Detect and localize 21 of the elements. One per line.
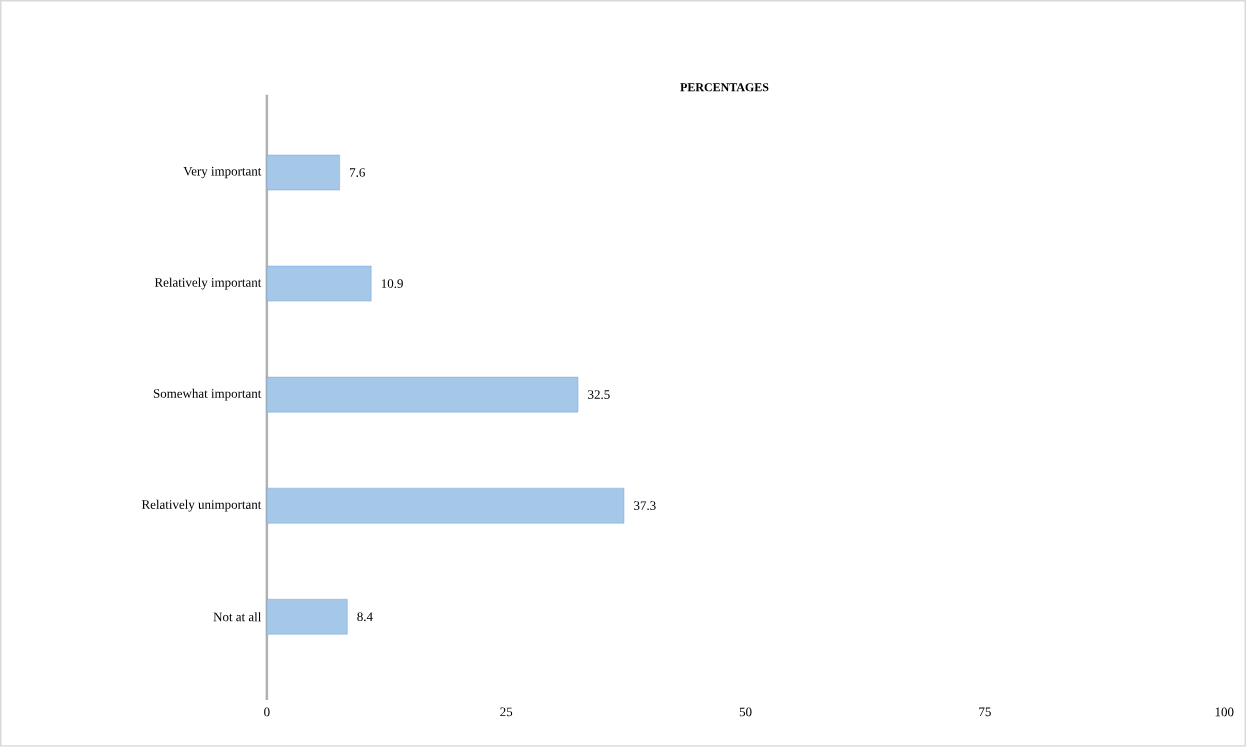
x-tick-label: 100 bbox=[1215, 707, 1234, 717]
bar bbox=[266, 154, 340, 191]
x-tick-label: 50 bbox=[739, 707, 752, 717]
data-label: 32.5 bbox=[588, 390, 610, 400]
y-tick-label: Not at all bbox=[213, 612, 262, 622]
bar bbox=[266, 265, 372, 302]
x-tick-label: 25 bbox=[500, 707, 513, 717]
y-tick-label: Very important bbox=[183, 166, 262, 179]
data-label: 8.4 bbox=[357, 612, 373, 622]
y-tick-label: Relatively unimportant bbox=[141, 499, 262, 512]
data-label: 7.6 bbox=[350, 168, 365, 178]
data-label: 10.9 bbox=[381, 279, 403, 289]
data-label: 37.3 bbox=[634, 501, 656, 511]
y-tick-label: Relatively important bbox=[154, 277, 262, 290]
bar bbox=[266, 488, 625, 524]
bar bbox=[266, 599, 348, 635]
y-tick-label: Somewhat important bbox=[153, 388, 262, 401]
x-tick-label: 0 bbox=[264, 707, 270, 717]
x-tick-label: 75 bbox=[979, 707, 991, 717]
chart-title: PERCENTAGES bbox=[680, 83, 769, 92]
bar bbox=[266, 377, 579, 413]
